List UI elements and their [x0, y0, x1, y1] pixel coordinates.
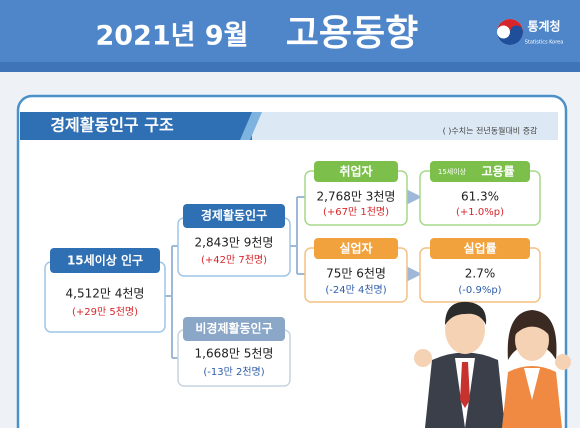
node-label: 실업률	[463, 241, 496, 256]
header-date: 2021년 9월	[95, 21, 248, 52]
header-band	[0, 0, 580, 72]
node-change: (-0.9%p)	[458, 285, 501, 296]
node-value: 61.3%	[461, 190, 499, 204]
man-hand	[414, 349, 432, 367]
node-change: (+1.0%p)	[456, 207, 504, 218]
node-change: (+67만 1천명)	[323, 206, 389, 218]
logo-subtitle: Statistics Korea	[525, 40, 564, 46]
node-change: (+42만 7천명)	[201, 254, 267, 266]
node-change: (+29만 5천명)	[72, 306, 138, 318]
node-header	[314, 161, 398, 182]
man-hair	[445, 301, 487, 325]
node-label: 비경제활동인구	[195, 321, 272, 336]
node-value: 75만 6천명	[326, 266, 386, 281]
section-accent	[240, 112, 262, 140]
node-header	[183, 317, 285, 341]
node-change: (-24만 4천명)	[325, 284, 386, 296]
section-title: 경제활동인구 구조	[50, 116, 174, 135]
node-label: 15세이상 인구	[67, 253, 143, 268]
node-label: 경제활동인구	[201, 208, 267, 223]
node-value: 2,843만 9천명	[195, 235, 274, 250]
man-face	[445, 306, 485, 354]
node-label: 고용률	[481, 164, 514, 179]
node-change: (-13만 2천명)	[203, 366, 264, 378]
logo-blue	[497, 25, 523, 45]
man-tie	[460, 362, 470, 408]
node-header	[430, 161, 530, 182]
connector-mid	[290, 196, 305, 275]
connectors	[165, 189, 422, 359]
woman-figure	[502, 310, 571, 428]
man-figure	[414, 301, 505, 428]
node-header	[430, 238, 530, 259]
node-header	[314, 238, 398, 259]
logo-name: 통계청	[527, 19, 560, 34]
node-value: 4,512만 4천명	[66, 286, 145, 301]
header-edge	[0, 62, 580, 72]
woman-bangs	[515, 317, 549, 335]
node-value: 2.7%	[465, 267, 496, 281]
node-label: 실업자	[339, 241, 372, 256]
section-stripe	[240, 112, 558, 140]
header-title: 고용동향	[286, 13, 418, 54]
section-tab	[20, 112, 252, 140]
node-value: 2,768만 3천명	[317, 189, 396, 204]
node-prefix: 15세이상	[438, 167, 467, 176]
node-label: 취업자	[339, 164, 372, 179]
connector-left	[165, 245, 178, 359]
node-header	[50, 248, 160, 273]
woman-hand	[555, 354, 571, 370]
node-value: 1,668만 5천명	[195, 346, 274, 361]
node-header	[183, 204, 285, 228]
section-note: ( )수치는 전년동월대비 증감	[443, 126, 538, 136]
woman-face	[515, 319, 549, 361]
woman-shirt	[524, 368, 540, 400]
